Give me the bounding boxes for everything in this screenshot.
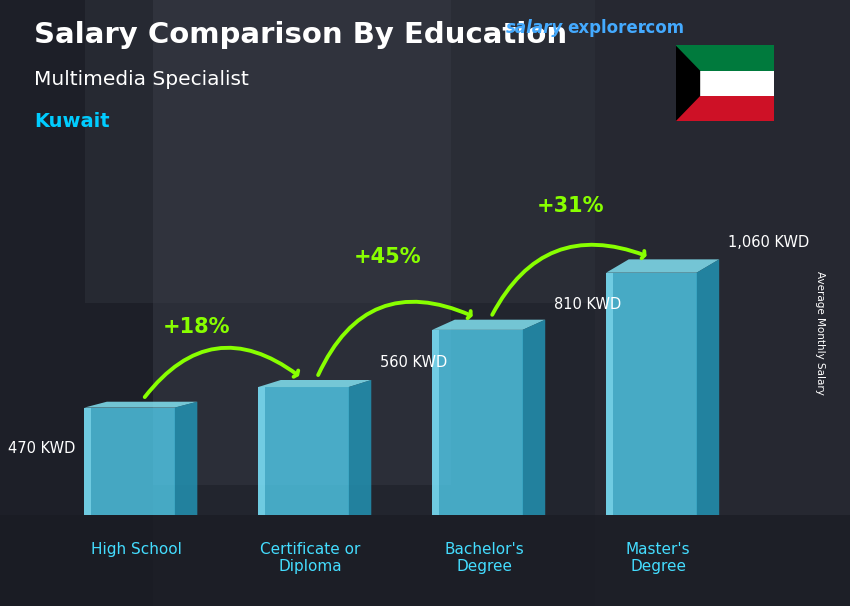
Text: Multimedia Specialist: Multimedia Specialist xyxy=(34,70,249,88)
Polygon shape xyxy=(84,402,197,408)
Polygon shape xyxy=(606,259,719,273)
Bar xyxy=(153,0,450,485)
Text: Master's
Degree: Master's Degree xyxy=(626,542,690,574)
Polygon shape xyxy=(696,259,719,515)
Text: salary: salary xyxy=(506,19,563,38)
Bar xyxy=(0,0,153,606)
Bar xyxy=(676,45,774,71)
Polygon shape xyxy=(258,387,265,515)
Text: explorer: explorer xyxy=(567,19,646,38)
Polygon shape xyxy=(432,320,545,330)
Polygon shape xyxy=(258,380,371,387)
Polygon shape xyxy=(432,330,523,515)
Text: +31%: +31% xyxy=(536,196,604,216)
Text: 1,060 KWD: 1,060 KWD xyxy=(728,235,809,250)
Bar xyxy=(0,515,850,606)
Polygon shape xyxy=(175,402,197,515)
Text: +18%: +18% xyxy=(162,317,230,337)
Polygon shape xyxy=(523,320,545,515)
Polygon shape xyxy=(432,330,439,515)
Text: +45%: +45% xyxy=(354,247,422,267)
Bar xyxy=(85,0,595,303)
Text: 470 KWD: 470 KWD xyxy=(8,441,76,456)
Text: Bachelor's
Degree: Bachelor's Degree xyxy=(445,542,524,574)
Text: 810 KWD: 810 KWD xyxy=(554,298,621,313)
Bar xyxy=(676,96,774,121)
Text: Average Monthly Salary: Average Monthly Salary xyxy=(815,271,825,395)
Text: 560 KWD: 560 KWD xyxy=(380,355,447,370)
Polygon shape xyxy=(676,45,700,121)
Polygon shape xyxy=(258,387,348,515)
Polygon shape xyxy=(84,408,175,515)
Bar xyxy=(595,0,850,606)
Polygon shape xyxy=(348,380,371,515)
Text: Salary Comparison By Education: Salary Comparison By Education xyxy=(34,21,567,49)
Bar xyxy=(676,71,774,96)
Text: .com: .com xyxy=(639,19,684,38)
Text: Kuwait: Kuwait xyxy=(34,112,110,131)
Text: Certificate or
Diploma: Certificate or Diploma xyxy=(260,542,360,574)
Polygon shape xyxy=(606,273,613,515)
Polygon shape xyxy=(606,273,696,515)
Text: High School: High School xyxy=(91,542,182,557)
Polygon shape xyxy=(84,408,91,515)
